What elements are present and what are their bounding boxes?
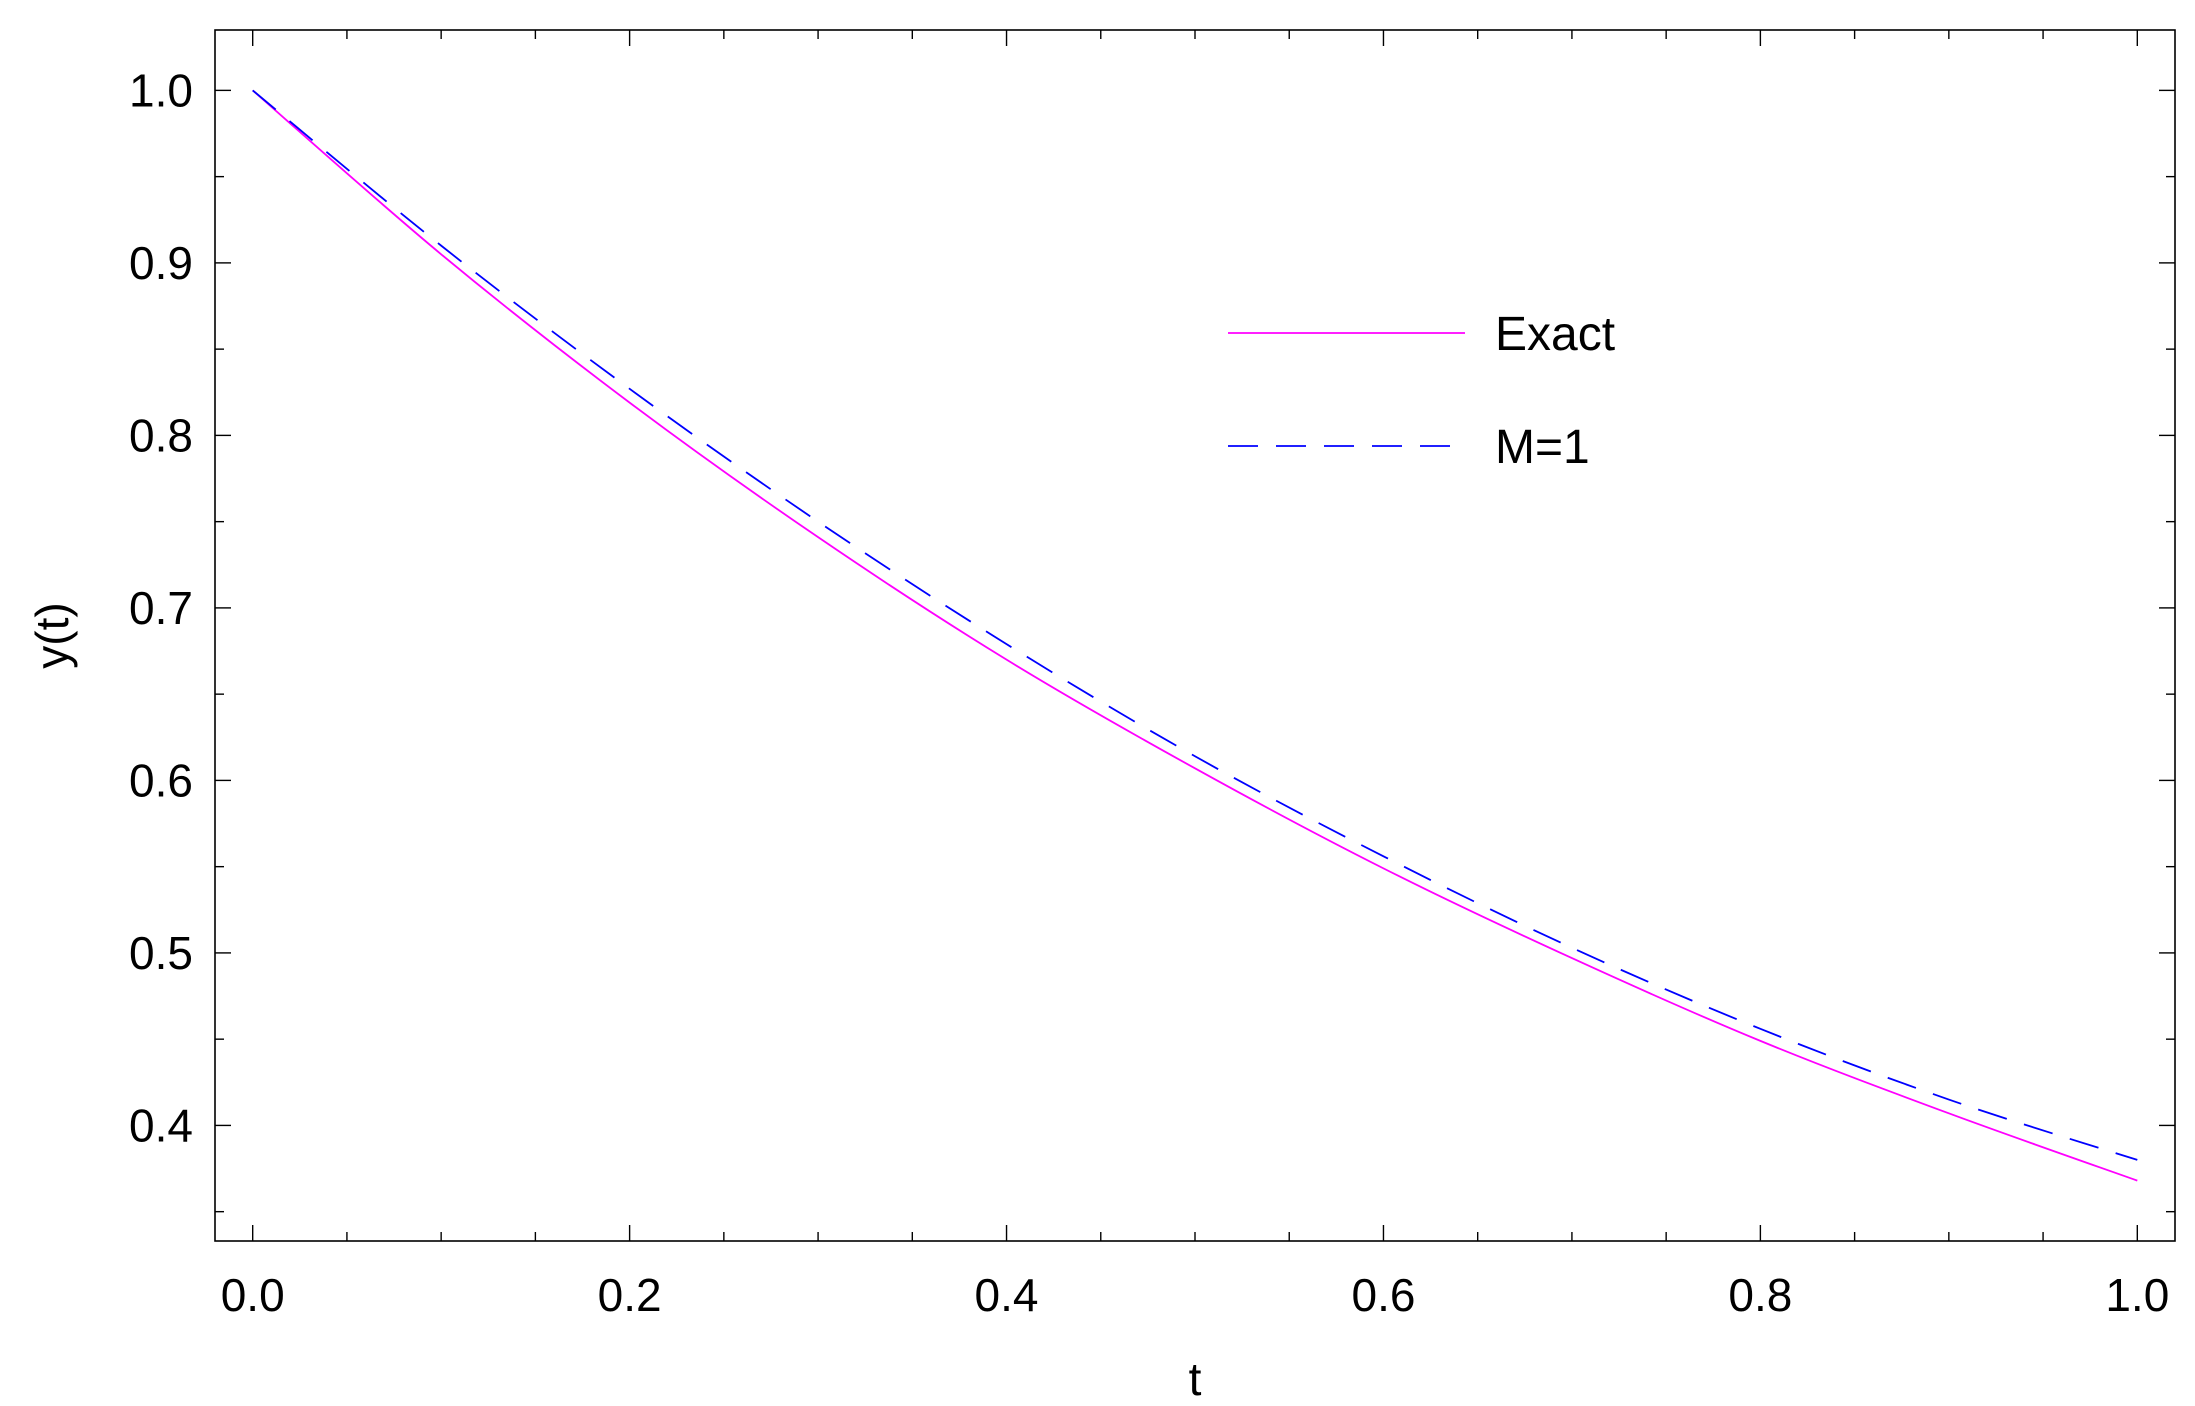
series-group: [252, 89, 2138, 1182]
axis-ticks-group: 0.0 0.2 0.4 0.6 0.8 1.0 0.4 0.5 0.6 0.7 0.8 0.9 1.0: [129, 30, 2175, 1321]
legend-label-m-1: M=1: [1495, 421, 1590, 474]
x-axis-title: t: [1189, 1353, 1202, 1405]
x-tick-label: 0.0: [221, 1269, 285, 1321]
x-tick-label: 0.6: [1351, 1269, 1415, 1321]
y-tick-label: 0.5: [129, 927, 193, 979]
series-line-exact: [252, 89, 2138, 1182]
series-line-m-1: [252, 89, 2138, 1161]
plot-frame-group: [214, 29, 2176, 1242]
y-tick-label: 0.8: [129, 409, 193, 461]
legend: Exact M=1: [1228, 308, 1615, 474]
y-tick-label: 0.7: [129, 582, 193, 634]
x-tick-label: 0.4: [975, 1269, 1039, 1321]
y-tick-label: 0.9: [129, 237, 193, 289]
x-tick-label: 1.0: [2105, 1269, 2169, 1321]
y-tick-label: 0.4: [129, 1099, 193, 1151]
x-tick-label: 0.2: [598, 1269, 662, 1321]
plot-area-border: [214, 29, 2176, 1242]
legend-label-exact: Exact: [1495, 308, 1615, 361]
y-axis-title: y(t): [26, 602, 78, 668]
y-tick-label: 0.6: [129, 754, 193, 806]
y-tick-label: 1.0: [129, 64, 193, 116]
x-tick-label: 0.8: [1728, 1269, 1792, 1321]
